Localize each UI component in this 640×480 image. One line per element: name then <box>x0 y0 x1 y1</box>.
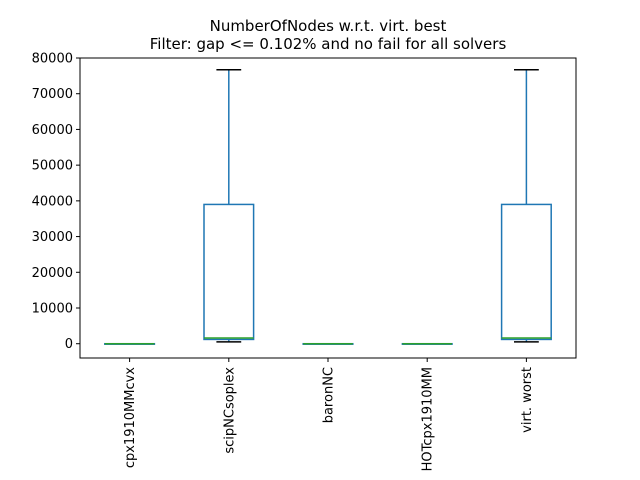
y-tick-label: 60000 <box>32 123 73 138</box>
x-tick-label: HOTcpx1910MM <box>421 367 436 471</box>
y-tick-label: 40000 <box>32 194 73 209</box>
y-tick-label: 0 <box>65 337 73 352</box>
x-tick-label: cpx1910MMcvx <box>123 367 138 468</box>
y-tick-label: 50000 <box>32 159 73 174</box>
y-tick-label: 80000 <box>32 52 73 67</box>
plot-frame <box>79 57 577 359</box>
box-group <box>401 342 453 345</box>
box-group <box>500 69 552 343</box>
chart-subtitle: Filter: gap <= 0.102% and no fail for al… <box>150 35 507 53</box>
y-tick-label: 70000 <box>32 87 73 102</box>
y-tick-label: 30000 <box>32 230 73 245</box>
box-body <box>203 203 255 341</box>
box-group <box>203 69 255 343</box>
x-tick-label: virt. worst <box>520 367 535 433</box>
box-body <box>500 203 552 341</box>
x-tick-label: baronNC <box>322 367 337 423</box>
box-group <box>104 342 156 345</box>
y-tick-label: 10000 <box>32 302 73 317</box>
box-group <box>302 342 354 345</box>
x-tick-label: scipNCsoplex <box>222 367 237 454</box>
chart-title: NumberOfNodes w.r.t. virt. best <box>210 17 447 35</box>
y-tick-label: 20000 <box>32 266 73 281</box>
